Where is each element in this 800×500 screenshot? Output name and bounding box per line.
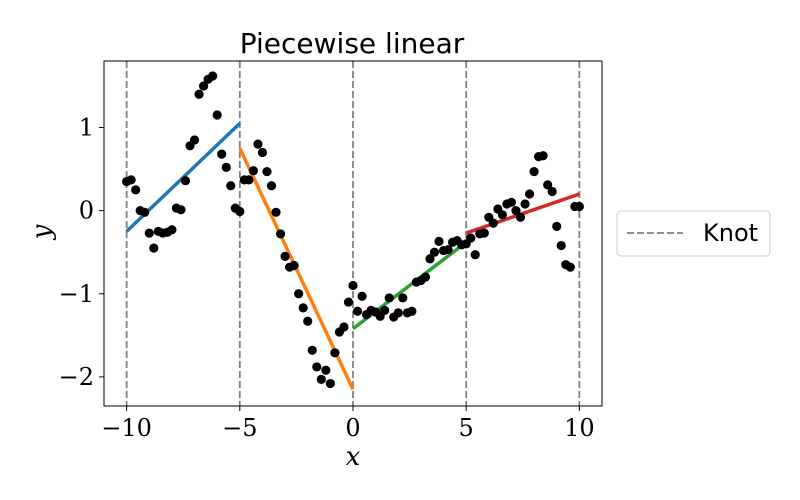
data-point <box>208 71 218 81</box>
data-point <box>149 243 159 253</box>
data-point <box>506 197 517 207</box>
data-point <box>380 305 390 315</box>
y-tick-label: −2 <box>59 363 94 391</box>
data-point <box>538 151 548 161</box>
data-point <box>520 199 530 209</box>
legend-box <box>616 210 771 257</box>
data-point <box>235 206 245 217</box>
data-point <box>330 348 340 358</box>
data-point <box>393 308 403 318</box>
data-point <box>180 176 191 186</box>
x-tick-label: 0 <box>345 414 360 442</box>
data-point <box>574 201 584 212</box>
y-axis-label: y <box>27 224 57 240</box>
data-point <box>398 293 408 303</box>
data-point <box>565 262 575 272</box>
data-point <box>253 139 263 149</box>
y-axis-ticks: 1 0 −1 −2 <box>59 114 104 391</box>
data-point <box>470 250 480 260</box>
legend: Knot <box>616 210 771 257</box>
data-point <box>339 322 349 332</box>
data-point <box>352 306 363 316</box>
data-point <box>199 81 209 91</box>
data-point <box>289 260 299 271</box>
data-point <box>511 206 521 216</box>
data-point <box>316 374 326 384</box>
data-point <box>257 147 268 158</box>
data-point <box>420 272 431 282</box>
data-point <box>384 293 394 303</box>
data-point <box>515 212 526 222</box>
data-point <box>497 210 507 220</box>
data-point <box>321 365 331 375</box>
data-point <box>312 362 322 372</box>
data-point <box>298 303 308 313</box>
data-point <box>212 110 222 120</box>
data-point <box>434 236 444 246</box>
data-point <box>524 189 535 199</box>
x-axis-label: x <box>346 442 361 472</box>
x-tick-label: 5 <box>459 414 474 442</box>
x-tick-label: −5 <box>222 414 257 442</box>
data-point <box>529 166 539 177</box>
data-point <box>294 289 304 299</box>
data-point <box>325 378 335 389</box>
data-point <box>552 221 562 232</box>
knot-lines <box>125 61 581 406</box>
data-point <box>429 247 440 257</box>
y-tick-label: 1 <box>79 114 94 142</box>
data-point <box>176 205 186 215</box>
x-tick-label: −10 <box>101 414 152 442</box>
data-point <box>479 228 489 238</box>
data-point <box>262 166 272 177</box>
data-point <box>425 254 435 264</box>
data-point <box>547 186 557 197</box>
data-point <box>488 218 498 228</box>
data-point <box>407 306 417 316</box>
data-point <box>307 345 317 355</box>
data-point <box>348 280 358 291</box>
data-point <box>140 207 150 217</box>
data-point <box>443 245 453 255</box>
chart-title: Piecewise linear <box>240 27 465 60</box>
data-point <box>271 207 281 217</box>
legend-knot-label: Knot <box>703 219 758 247</box>
y-tick-label: 0 <box>79 197 94 225</box>
data-point <box>266 181 277 191</box>
data-point <box>280 251 290 261</box>
data-point <box>275 229 286 239</box>
data-point <box>543 180 553 190</box>
data-point <box>343 297 354 307</box>
data-point <box>194 89 204 99</box>
x-axis-ticks: −10 −5 0 5 10 <box>101 406 595 442</box>
x-tick-label: 10 <box>564 414 595 442</box>
data-point <box>226 181 236 191</box>
data-point <box>466 233 476 243</box>
data-point <box>189 135 200 145</box>
y-tick-label: −1 <box>59 280 94 308</box>
data-point <box>126 175 136 185</box>
data-point <box>303 316 313 326</box>
data-point <box>167 225 177 235</box>
data-point <box>556 240 566 251</box>
data-point <box>248 166 258 176</box>
data-point <box>131 185 141 195</box>
data-point <box>357 291 367 301</box>
data-points <box>122 71 584 389</box>
data-point <box>144 228 154 238</box>
data-point <box>244 175 254 185</box>
data-point <box>217 149 227 159</box>
data-point <box>221 162 231 173</box>
